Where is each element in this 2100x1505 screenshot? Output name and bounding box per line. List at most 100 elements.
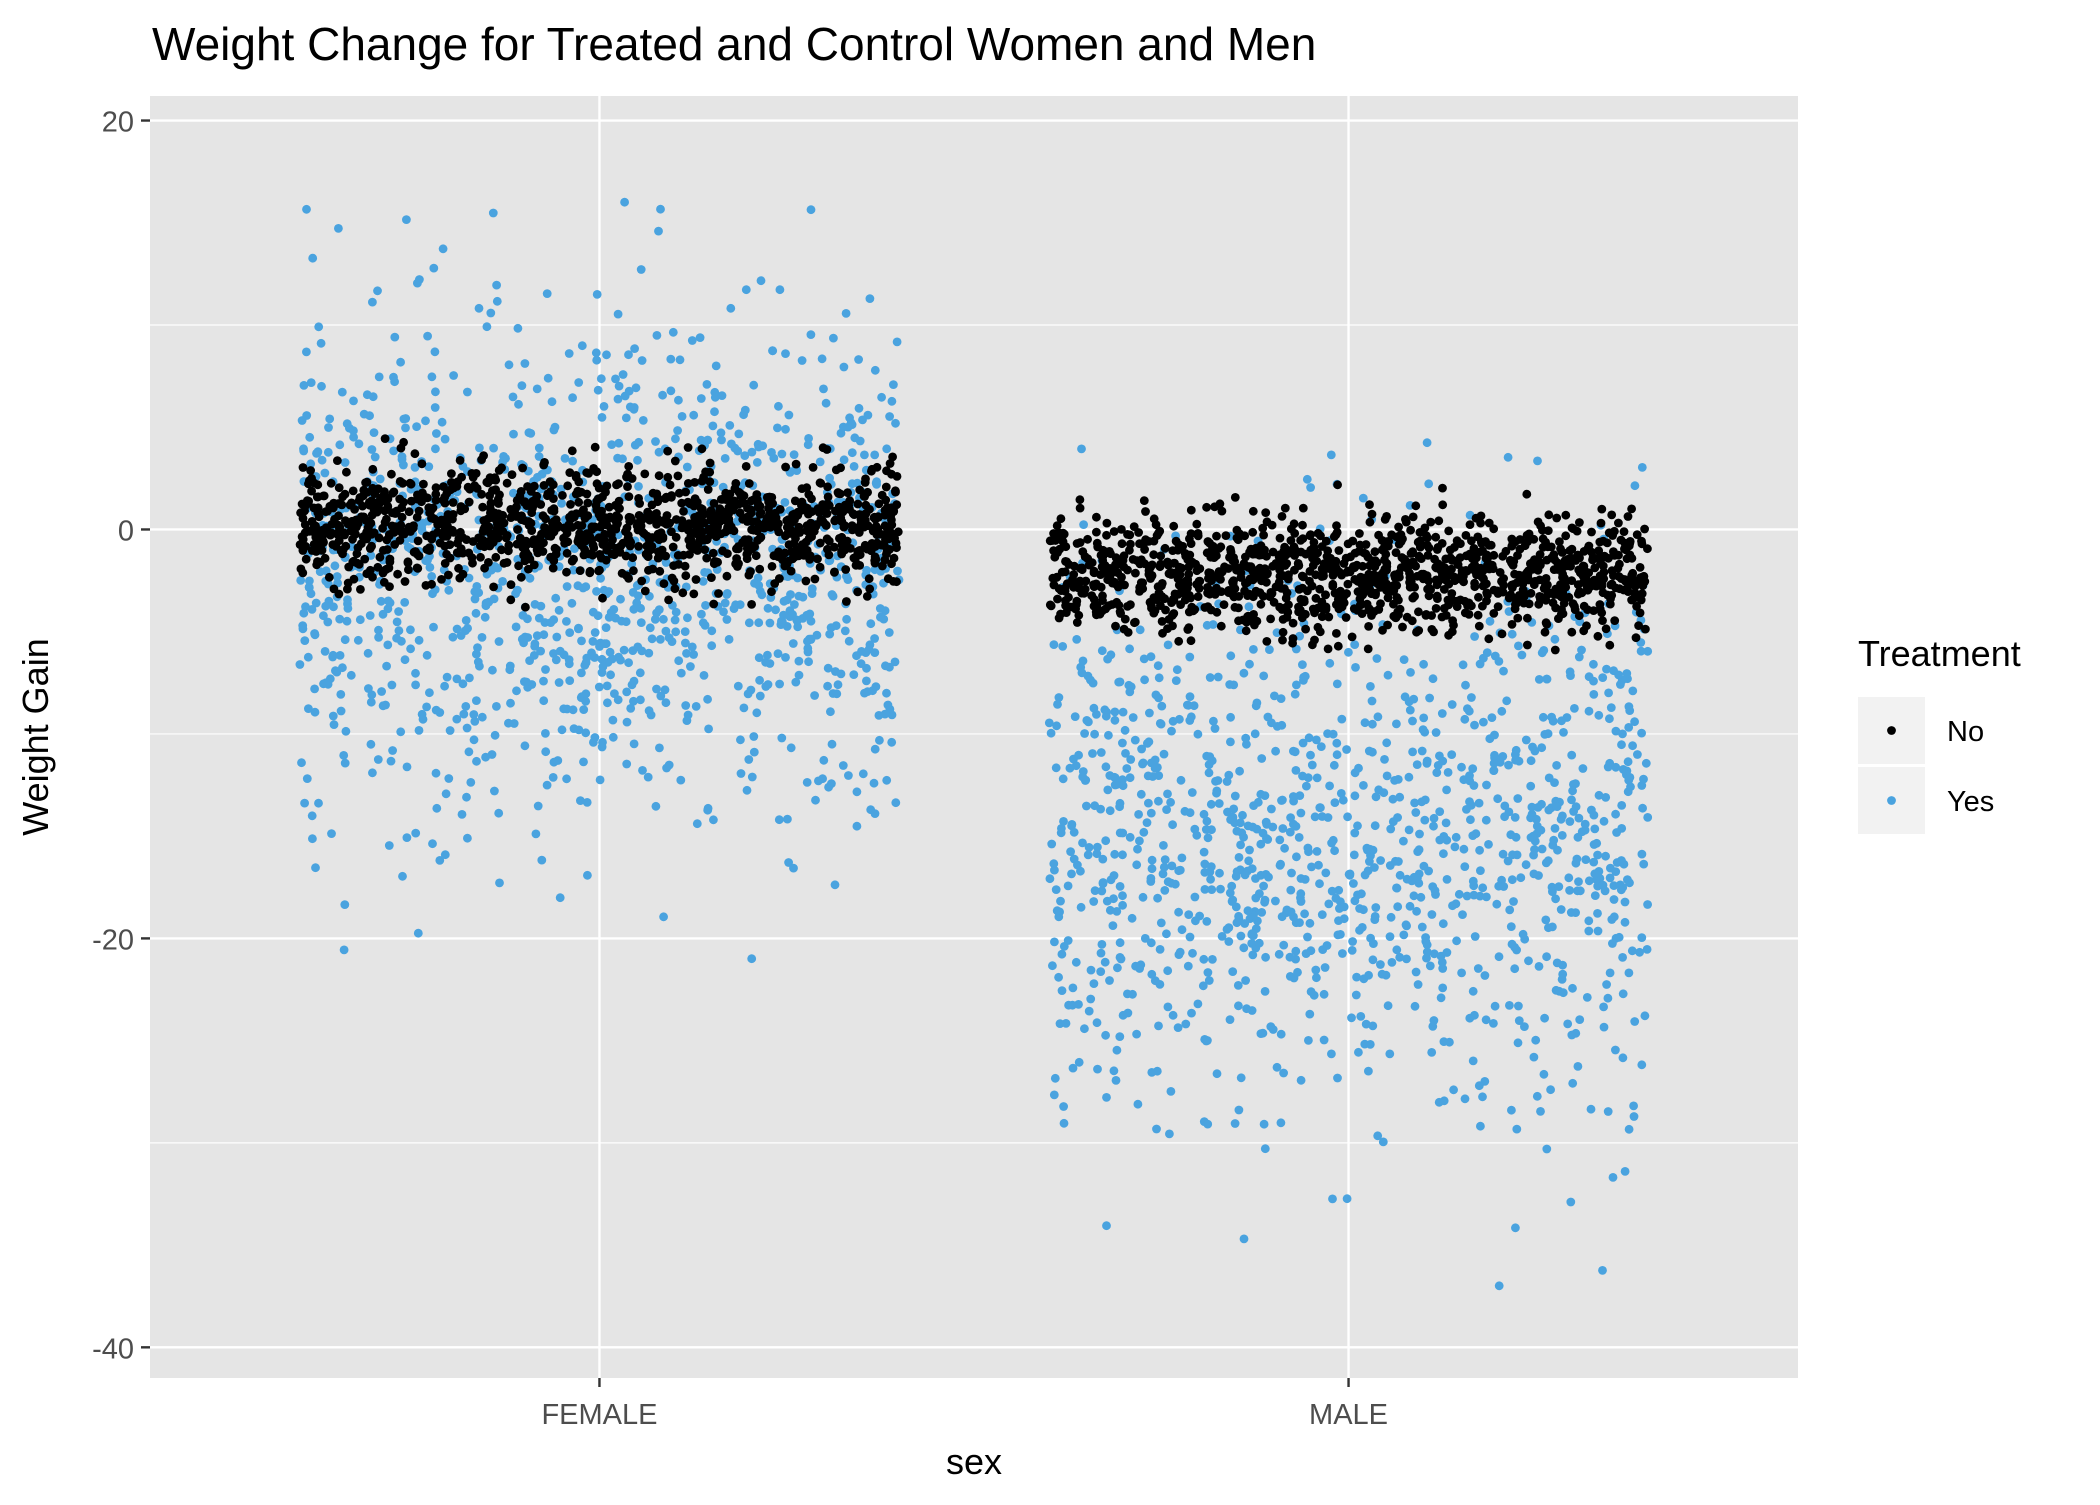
data-point [447, 469, 456, 478]
data-point [1370, 821, 1380, 831]
data-point [1089, 601, 1099, 611]
data-point [816, 478, 826, 488]
data-point [1505, 905, 1515, 915]
data-point [582, 529, 592, 539]
data-point [680, 627, 690, 636]
data-point [1329, 760, 1339, 770]
data-point [1224, 770, 1234, 780]
data-point [298, 546, 308, 555]
data-point [367, 530, 376, 539]
data-point [1514, 1016, 1524, 1025]
data-point [734, 487, 744, 497]
data-point [1350, 640, 1360, 649]
data-point [789, 450, 799, 459]
data-point [305, 576, 314, 586]
data-point [311, 521, 320, 531]
data-point [1171, 536, 1181, 546]
data-point [775, 679, 784, 689]
data-point [624, 462, 634, 471]
data-point [1567, 523, 1577, 533]
data-point [1387, 958, 1397, 967]
data-point [534, 452, 544, 461]
data-point [1061, 1019, 1071, 1028]
data-point [384, 841, 394, 850]
data-point [1606, 594, 1615, 604]
data-point [880, 506, 890, 515]
data-point [459, 709, 469, 719]
data-point [448, 498, 458, 507]
data-point [1089, 979, 1099, 988]
data-point [860, 450, 869, 460]
data-point [1584, 916, 1594, 926]
data-point [1598, 616, 1607, 625]
data-point [1315, 584, 1325, 594]
data-point [1599, 1022, 1609, 1032]
data-point [1495, 568, 1505, 577]
data-point [1168, 820, 1177, 830]
data-point [1471, 829, 1481, 839]
data-point [1602, 664, 1611, 674]
data-point [1199, 809, 1209, 819]
data-point [1077, 588, 1087, 598]
data-point [1530, 555, 1539, 564]
data-point [1362, 599, 1372, 609]
data-point [766, 522, 775, 532]
data-point [677, 498, 687, 508]
data-point [1097, 646, 1107, 656]
data-point [806, 634, 816, 644]
data-point [343, 584, 352, 594]
data-point [1319, 1035, 1329, 1045]
data-point [373, 484, 383, 494]
data-point [1489, 766, 1499, 775]
data-point [1202, 502, 1211, 512]
data-point [740, 535, 750, 544]
data-point [368, 464, 378, 474]
data-point [1276, 694, 1286, 703]
data-point [1429, 821, 1438, 831]
data-point [773, 649, 783, 658]
data-point [893, 566, 902, 576]
data-point [1057, 949, 1067, 959]
data-point [1053, 700, 1062, 709]
data-point [1301, 624, 1310, 634]
data-point [380, 506, 390, 516]
data-point [1306, 750, 1315, 760]
data-point [1047, 839, 1057, 849]
data-point [1490, 1001, 1500, 1011]
data-point [734, 544, 743, 554]
data-point [485, 473, 495, 482]
data-point [1394, 857, 1403, 866]
data-point [430, 403, 440, 412]
data-point [1589, 606, 1598, 615]
data-point [1160, 543, 1170, 553]
data-point [682, 462, 692, 472]
data-point [731, 499, 740, 509]
data-point [539, 676, 548, 686]
data-point [575, 529, 585, 538]
data-point [1138, 758, 1148, 768]
data-point [1117, 539, 1127, 549]
data-point [674, 560, 683, 569]
data-point [1321, 868, 1331, 878]
data-point [803, 440, 813, 450]
data-point [1398, 622, 1407, 632]
data-point [747, 600, 756, 609]
data-point [678, 520, 688, 530]
data-point [1574, 611, 1584, 621]
data-point [1484, 840, 1493, 849]
data-point [1386, 824, 1396, 834]
data-point [887, 520, 897, 530]
data-point [829, 542, 839, 552]
data-point [1098, 854, 1108, 864]
data-point [1637, 463, 1647, 472]
data-point [1230, 791, 1240, 801]
data-point [1508, 850, 1517, 860]
data-point [802, 778, 812, 787]
data-point [494, 637, 504, 646]
data-point [1549, 835, 1559, 845]
data-point [1088, 749, 1097, 758]
data-point [472, 756, 481, 766]
data-point [710, 387, 720, 397]
data-point [336, 690, 346, 699]
